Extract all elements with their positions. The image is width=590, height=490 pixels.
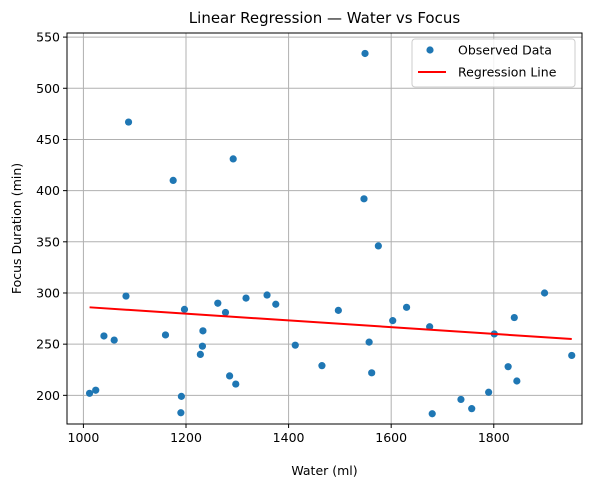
data-point bbox=[110, 336, 118, 344]
x-tick-label: 1000 bbox=[68, 430, 100, 445]
y-tick-label: 450 bbox=[36, 132, 60, 147]
data-point bbox=[196, 350, 204, 358]
legend: Observed Data Regression Line bbox=[411, 38, 576, 88]
data-point bbox=[161, 331, 170, 339]
data-point bbox=[540, 289, 549, 297]
plot-frame bbox=[66, 32, 583, 425]
data-point bbox=[360, 195, 368, 203]
y-tick-label: 200 bbox=[36, 388, 60, 403]
grid bbox=[67, 33, 582, 424]
data-point bbox=[368, 369, 376, 377]
scatter-points bbox=[85, 49, 576, 418]
data-point bbox=[504, 363, 512, 371]
data-point bbox=[100, 332, 108, 340]
data-point bbox=[374, 242, 382, 250]
y-tick-label: 550 bbox=[36, 30, 60, 45]
x-tick-label: 1400 bbox=[273, 430, 305, 445]
data-point bbox=[180, 305, 189, 313]
data-point bbox=[177, 409, 185, 417]
x-tick-label: 1200 bbox=[170, 430, 202, 445]
data-point bbox=[568, 351, 576, 360]
y-tick-label: 400 bbox=[36, 183, 60, 198]
x-tick-label: 1800 bbox=[478, 430, 510, 445]
data-point bbox=[361, 49, 369, 58]
x-tick-label: 1600 bbox=[375, 430, 407, 445]
y-tick-label: 250 bbox=[36, 337, 60, 352]
data-point bbox=[485, 388, 493, 396]
data-point bbox=[365, 338, 373, 346]
data-point bbox=[169, 176, 177, 184]
data-point bbox=[226, 372, 234, 380]
legend-label-observed: Observed Data bbox=[458, 43, 552, 58]
legend-label-regression: Regression Line bbox=[458, 65, 557, 80]
x-axis-label: Water (ml) bbox=[291, 463, 357, 478]
data-point bbox=[232, 380, 240, 388]
data-point bbox=[291, 341, 299, 349]
legend-marker-observed bbox=[426, 46, 434, 54]
data-point bbox=[513, 377, 521, 385]
data-point bbox=[510, 313, 518, 322]
data-point bbox=[199, 327, 207, 335]
data-point bbox=[334, 306, 342, 314]
chart-title: Linear Regression — Water vs Focus bbox=[189, 9, 461, 27]
y-axis-label: Focus Duration (min) bbox=[9, 163, 24, 294]
data-point bbox=[428, 410, 436, 418]
data-point bbox=[198, 342, 207, 350]
data-point bbox=[263, 291, 271, 299]
data-point bbox=[468, 405, 476, 413]
data-point bbox=[242, 294, 250, 302]
y-tick-label: 300 bbox=[36, 285, 60, 300]
data-point bbox=[177, 392, 185, 400]
legend-box bbox=[411, 38, 576, 88]
data-point bbox=[272, 300, 280, 308]
data-point bbox=[318, 362, 326, 370]
data-point bbox=[214, 299, 222, 307]
axis-ticks: 1000 1200 1400 1600 1800 200 250 300 350 400 450 50… bbox=[36, 30, 510, 445]
data-point bbox=[389, 317, 397, 325]
y-tick-label: 500 bbox=[36, 81, 60, 96]
y-tick-label: 350 bbox=[36, 234, 60, 249]
regression-line-layer bbox=[89, 306, 572, 341]
data-point bbox=[457, 395, 465, 404]
data-point bbox=[92, 386, 100, 394]
data-point bbox=[402, 303, 411, 311]
data-point bbox=[122, 292, 130, 300]
data-point bbox=[426, 323, 434, 331]
data-point bbox=[221, 308, 230, 317]
regression-line bbox=[89, 306, 572, 341]
data-point bbox=[124, 118, 133, 126]
data-point bbox=[85, 389, 94, 397]
data-point bbox=[229, 155, 237, 163]
